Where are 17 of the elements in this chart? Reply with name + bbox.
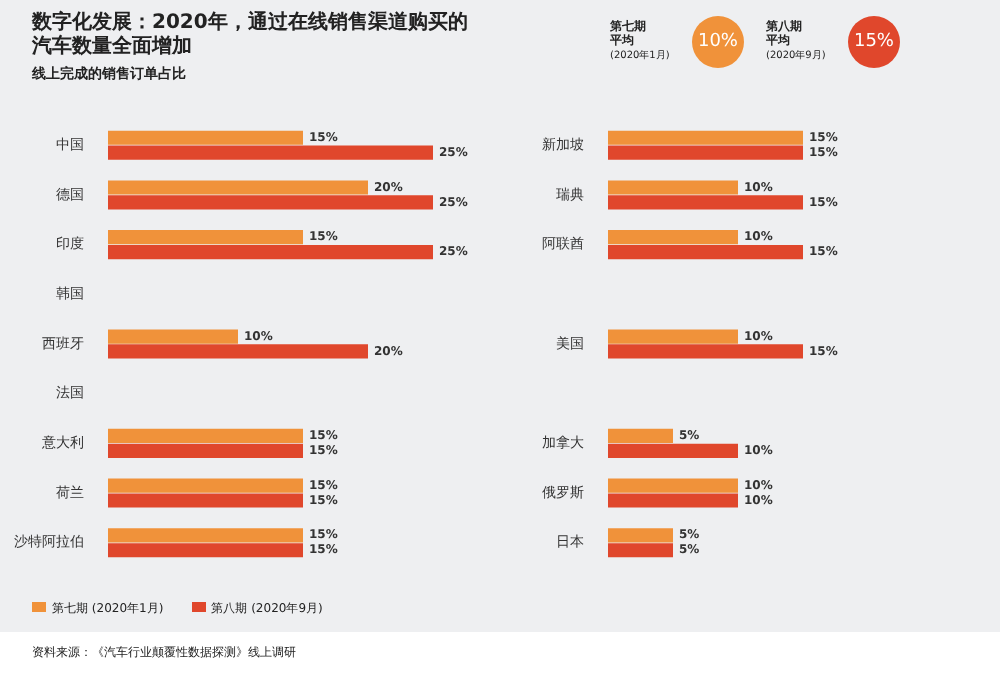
bar bbox=[108, 245, 433, 260]
bar bbox=[108, 543, 303, 558]
bar bbox=[108, 230, 303, 245]
bar bbox=[108, 130, 303, 145]
text: 10% bbox=[692, 16, 744, 68]
bar bbox=[108, 528, 303, 543]
bar bbox=[108, 180, 368, 195]
bar bbox=[108, 478, 303, 493]
bar bbox=[108, 329, 238, 344]
bar bbox=[108, 428, 303, 444]
text: 15% bbox=[848, 16, 900, 68]
bar bbox=[108, 195, 433, 210]
bar bbox=[108, 443, 303, 458]
chart-title: 数字化发展：2020年，通过在线销售渠道购买的汽车数量全面增加 bbox=[32, 12, 470, 60]
bar bbox=[108, 344, 368, 359]
bar bbox=[108, 493, 303, 508]
bar bbox=[108, 145, 433, 160]
